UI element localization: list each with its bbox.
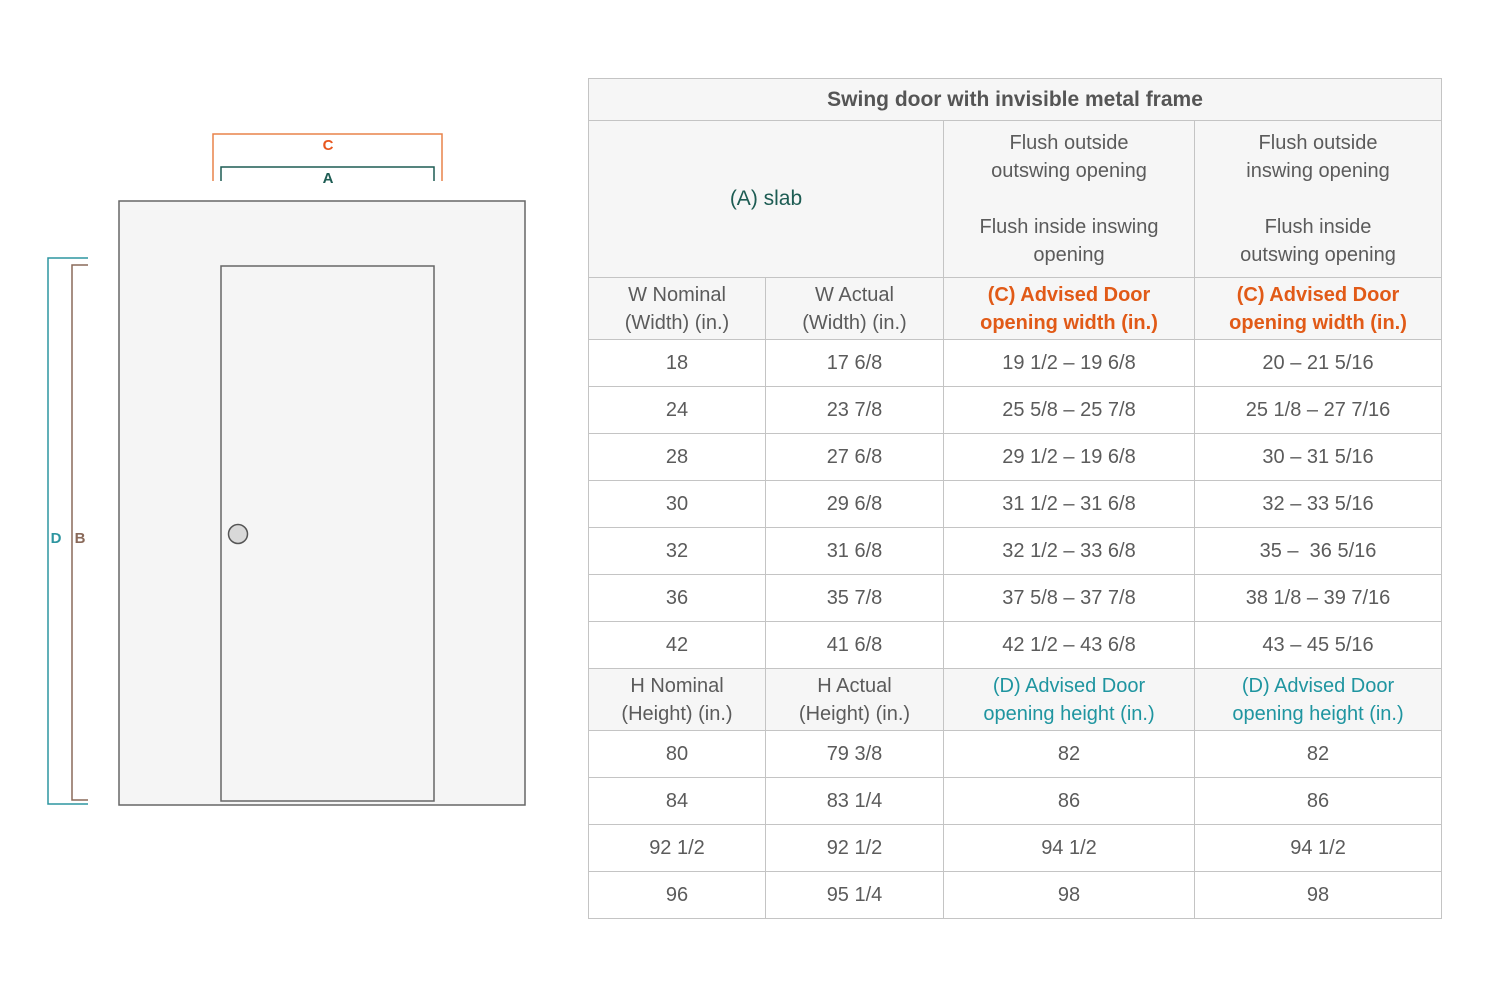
svg-text:D: D [51,530,62,547]
svg-text:A: A [323,170,334,187]
svg-text:C: C [323,137,334,154]
svg-text:B: B [75,530,86,547]
